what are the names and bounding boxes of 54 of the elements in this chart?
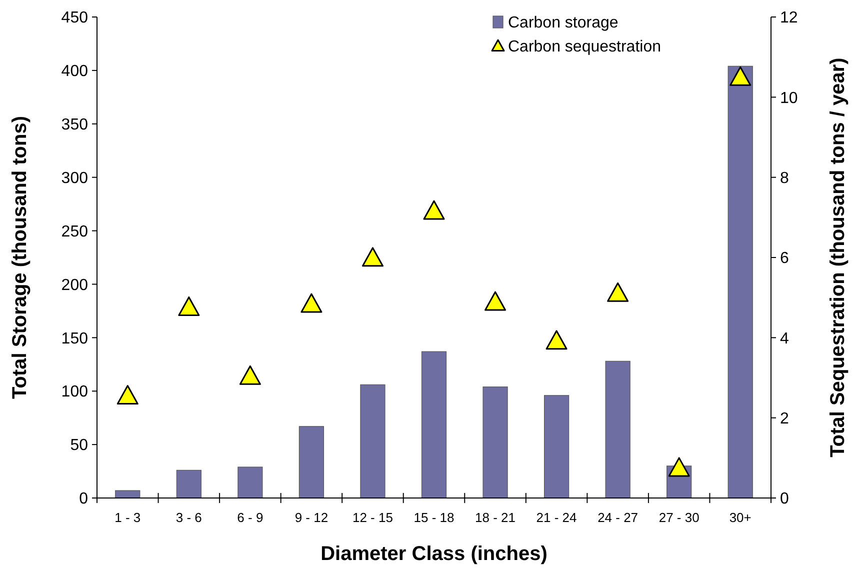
y2-tick-label: 12	[780, 10, 798, 27]
x-tick-label: 1 - 3	[114, 510, 141, 525]
point	[239, 365, 261, 385]
x-tick-label: 27 - 30	[658, 510, 700, 525]
bar	[360, 384, 386, 498]
point	[116, 385, 138, 405]
x-tick-label: 3 - 6	[176, 510, 202, 525]
bar	[176, 470, 202, 498]
legend-label: Carbon storage	[508, 14, 618, 32]
x-tick-label: 21 - 24	[536, 510, 577, 525]
point	[362, 247, 384, 267]
point	[546, 330, 568, 350]
y2-tick-label: 8	[780, 170, 789, 187]
y-tick-label: 100	[61, 384, 88, 401]
x-tick-label: 9 - 12	[294, 510, 328, 525]
bar	[605, 360, 630, 498]
y-tick-label: 0	[79, 490, 88, 508]
x-tick-label: 30+	[729, 510, 752, 525]
x-tick-label: 18 - 21	[475, 510, 516, 525]
point	[607, 282, 629, 302]
y2-tick-label: 4	[780, 330, 789, 348]
point	[423, 200, 445, 220]
x-tick-label: 15 - 18	[414, 510, 454, 525]
bar	[728, 66, 753, 498]
bar	[544, 395, 570, 498]
y2-tick-label: 0	[780, 490, 789, 508]
point	[178, 296, 200, 316]
bar	[115, 490, 140, 498]
legend-label: Carbon sequestration	[508, 38, 661, 56]
x-tick-label: 12 - 15	[352, 510, 393, 525]
y2-tick-label: 10	[780, 90, 798, 107]
bar	[482, 386, 508, 498]
y2-axis-title: Total Sequestration (thousand tons / year)	[827, 58, 849, 458]
y2-tick-label: 6	[780, 250, 789, 268]
y-tick-label: 200	[61, 276, 88, 294]
y2-tick-label: 2	[780, 410, 789, 428]
point	[300, 293, 322, 313]
point	[484, 291, 506, 311]
y-tick-label: 150	[61, 330, 88, 348]
y-tick-label: 250	[61, 223, 88, 240]
y-tick-label: 50	[70, 437, 88, 454]
y-tick-label: 450	[61, 10, 88, 27]
x-tick-label: 24 - 27	[598, 510, 638, 525]
point	[730, 66, 752, 86]
y-tick-label: 300	[61, 170, 88, 187]
x-axis-title: Diameter Class (inches)	[320, 543, 548, 565]
y-axis-title: Total Storage (thousand tons)	[9, 116, 31, 399]
bar	[298, 426, 324, 498]
y-tick-label: 400	[61, 63, 88, 80]
bar	[421, 351, 447, 498]
y-tick-label: 350	[61, 116, 88, 134]
point	[668, 457, 690, 477]
bar	[238, 466, 263, 498]
x-tick-label: 6 - 9	[237, 510, 264, 525]
